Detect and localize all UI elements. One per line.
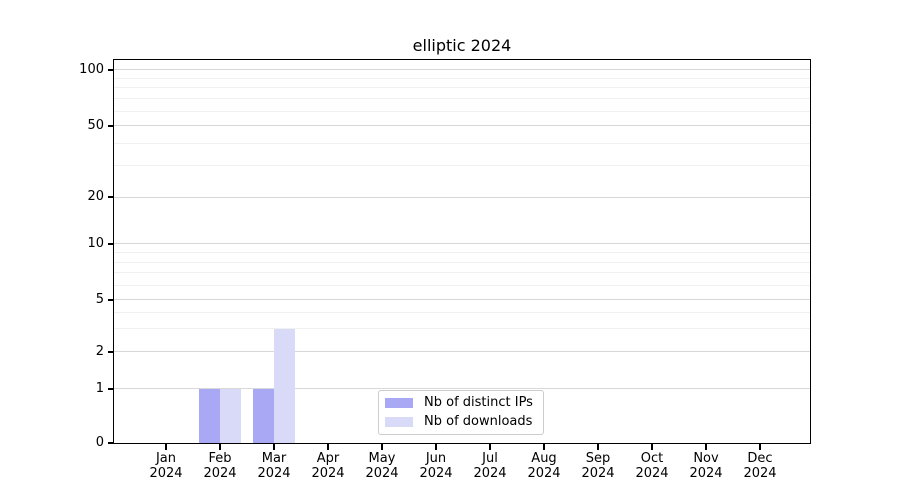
x-tick-label: Nov 2024 bbox=[689, 451, 723, 481]
x-tick-label: Jun 2024 bbox=[419, 451, 453, 481]
x-tick-mark bbox=[759, 444, 761, 450]
gridline-minor bbox=[114, 261, 810, 263]
gridline-major bbox=[114, 69, 810, 71]
x-tick-mark bbox=[651, 444, 653, 450]
x-tick-mark bbox=[705, 444, 707, 450]
x-tick-mark bbox=[597, 444, 599, 450]
x-tick-mark bbox=[219, 444, 221, 450]
gridline-minor bbox=[114, 312, 810, 314]
y-tick-label: 20 bbox=[87, 189, 104, 205]
y-tick-mark bbox=[108, 299, 114, 301]
chart-title: elliptic 2024 bbox=[412, 36, 512, 55]
x-tick-mark bbox=[273, 444, 275, 450]
gridline-minor bbox=[114, 77, 810, 79]
y-tick-mark bbox=[108, 69, 114, 71]
x-tick-label: Aug 2024 bbox=[527, 451, 561, 481]
legend-swatch-downloads bbox=[385, 417, 413, 427]
x-tick-label: Apr 2024 bbox=[311, 451, 345, 481]
bar-distinct-ips-feb bbox=[199, 388, 220, 443]
gridline-major bbox=[114, 243, 810, 245]
y-tick-label: 1 bbox=[95, 380, 104, 396]
legend-label: Nb of distinct IPs bbox=[424, 395, 533, 410]
legend-label: Nb of downloads bbox=[424, 414, 533, 429]
y-tick-label: 10 bbox=[87, 235, 104, 251]
gridline-major bbox=[114, 196, 810, 198]
y-tick-mark bbox=[108, 125, 114, 127]
legend-item-distinct-ips: Nb of distinct IPs bbox=[385, 395, 543, 411]
y-tick-label: 50 bbox=[87, 117, 104, 133]
x-tick-label: Sep 2024 bbox=[581, 451, 615, 481]
gridline-major bbox=[114, 125, 810, 127]
gridline-minor bbox=[114, 272, 810, 274]
legend: Nb of distinct IPs Nb of downloads bbox=[378, 390, 544, 435]
gridline-minor bbox=[114, 165, 810, 167]
x-tick-mark bbox=[381, 444, 383, 450]
x-tick-label: Jan 2024 bbox=[149, 451, 183, 481]
y-tick-mark bbox=[108, 351, 114, 353]
gridline-minor bbox=[114, 87, 810, 89]
gridline-minor bbox=[114, 142, 810, 144]
x-tick-label: May 2024 bbox=[365, 451, 399, 481]
y-tick-mark bbox=[108, 243, 114, 245]
legend-item-downloads: Nb of downloads bbox=[385, 414, 543, 430]
gridline-minor bbox=[114, 328, 810, 330]
x-tick-mark bbox=[165, 444, 167, 450]
gridline-minor bbox=[114, 98, 810, 100]
x-tick-mark bbox=[327, 444, 329, 450]
x-tick-label: Dec 2024 bbox=[743, 451, 777, 481]
bar-distinct-ips-mar bbox=[253, 388, 274, 443]
x-tick-label: Oct 2024 bbox=[635, 451, 669, 481]
legend-swatch-distinct-ips bbox=[385, 398, 413, 408]
gridline-major bbox=[114, 299, 810, 301]
bar-downloads-mar bbox=[274, 328, 295, 443]
gridline-minor bbox=[114, 284, 810, 286]
gridline-minor bbox=[114, 110, 810, 112]
y-tick-label: 100 bbox=[79, 61, 104, 77]
y-tick-label: 0 bbox=[95, 435, 104, 450]
x-tick-label: Mar 2024 bbox=[257, 451, 291, 481]
x-tick-label: Feb 2024 bbox=[203, 451, 237, 481]
gridline-major bbox=[114, 351, 810, 353]
y-tick-mark bbox=[108, 388, 114, 390]
y-tick-label: 5 bbox=[95, 291, 104, 307]
gridline-minor bbox=[114, 252, 810, 253]
y-tick-label: 2 bbox=[95, 343, 104, 359]
x-tick-mark bbox=[543, 444, 545, 450]
x-tick-mark bbox=[435, 444, 437, 450]
x-tick-mark bbox=[489, 444, 491, 450]
y-tick-mark bbox=[108, 442, 114, 444]
x-tick-label: Jul 2024 bbox=[473, 451, 507, 481]
gridline-major bbox=[114, 388, 810, 390]
y-tick-mark bbox=[108, 196, 114, 198]
bar-downloads-feb bbox=[220, 388, 241, 443]
